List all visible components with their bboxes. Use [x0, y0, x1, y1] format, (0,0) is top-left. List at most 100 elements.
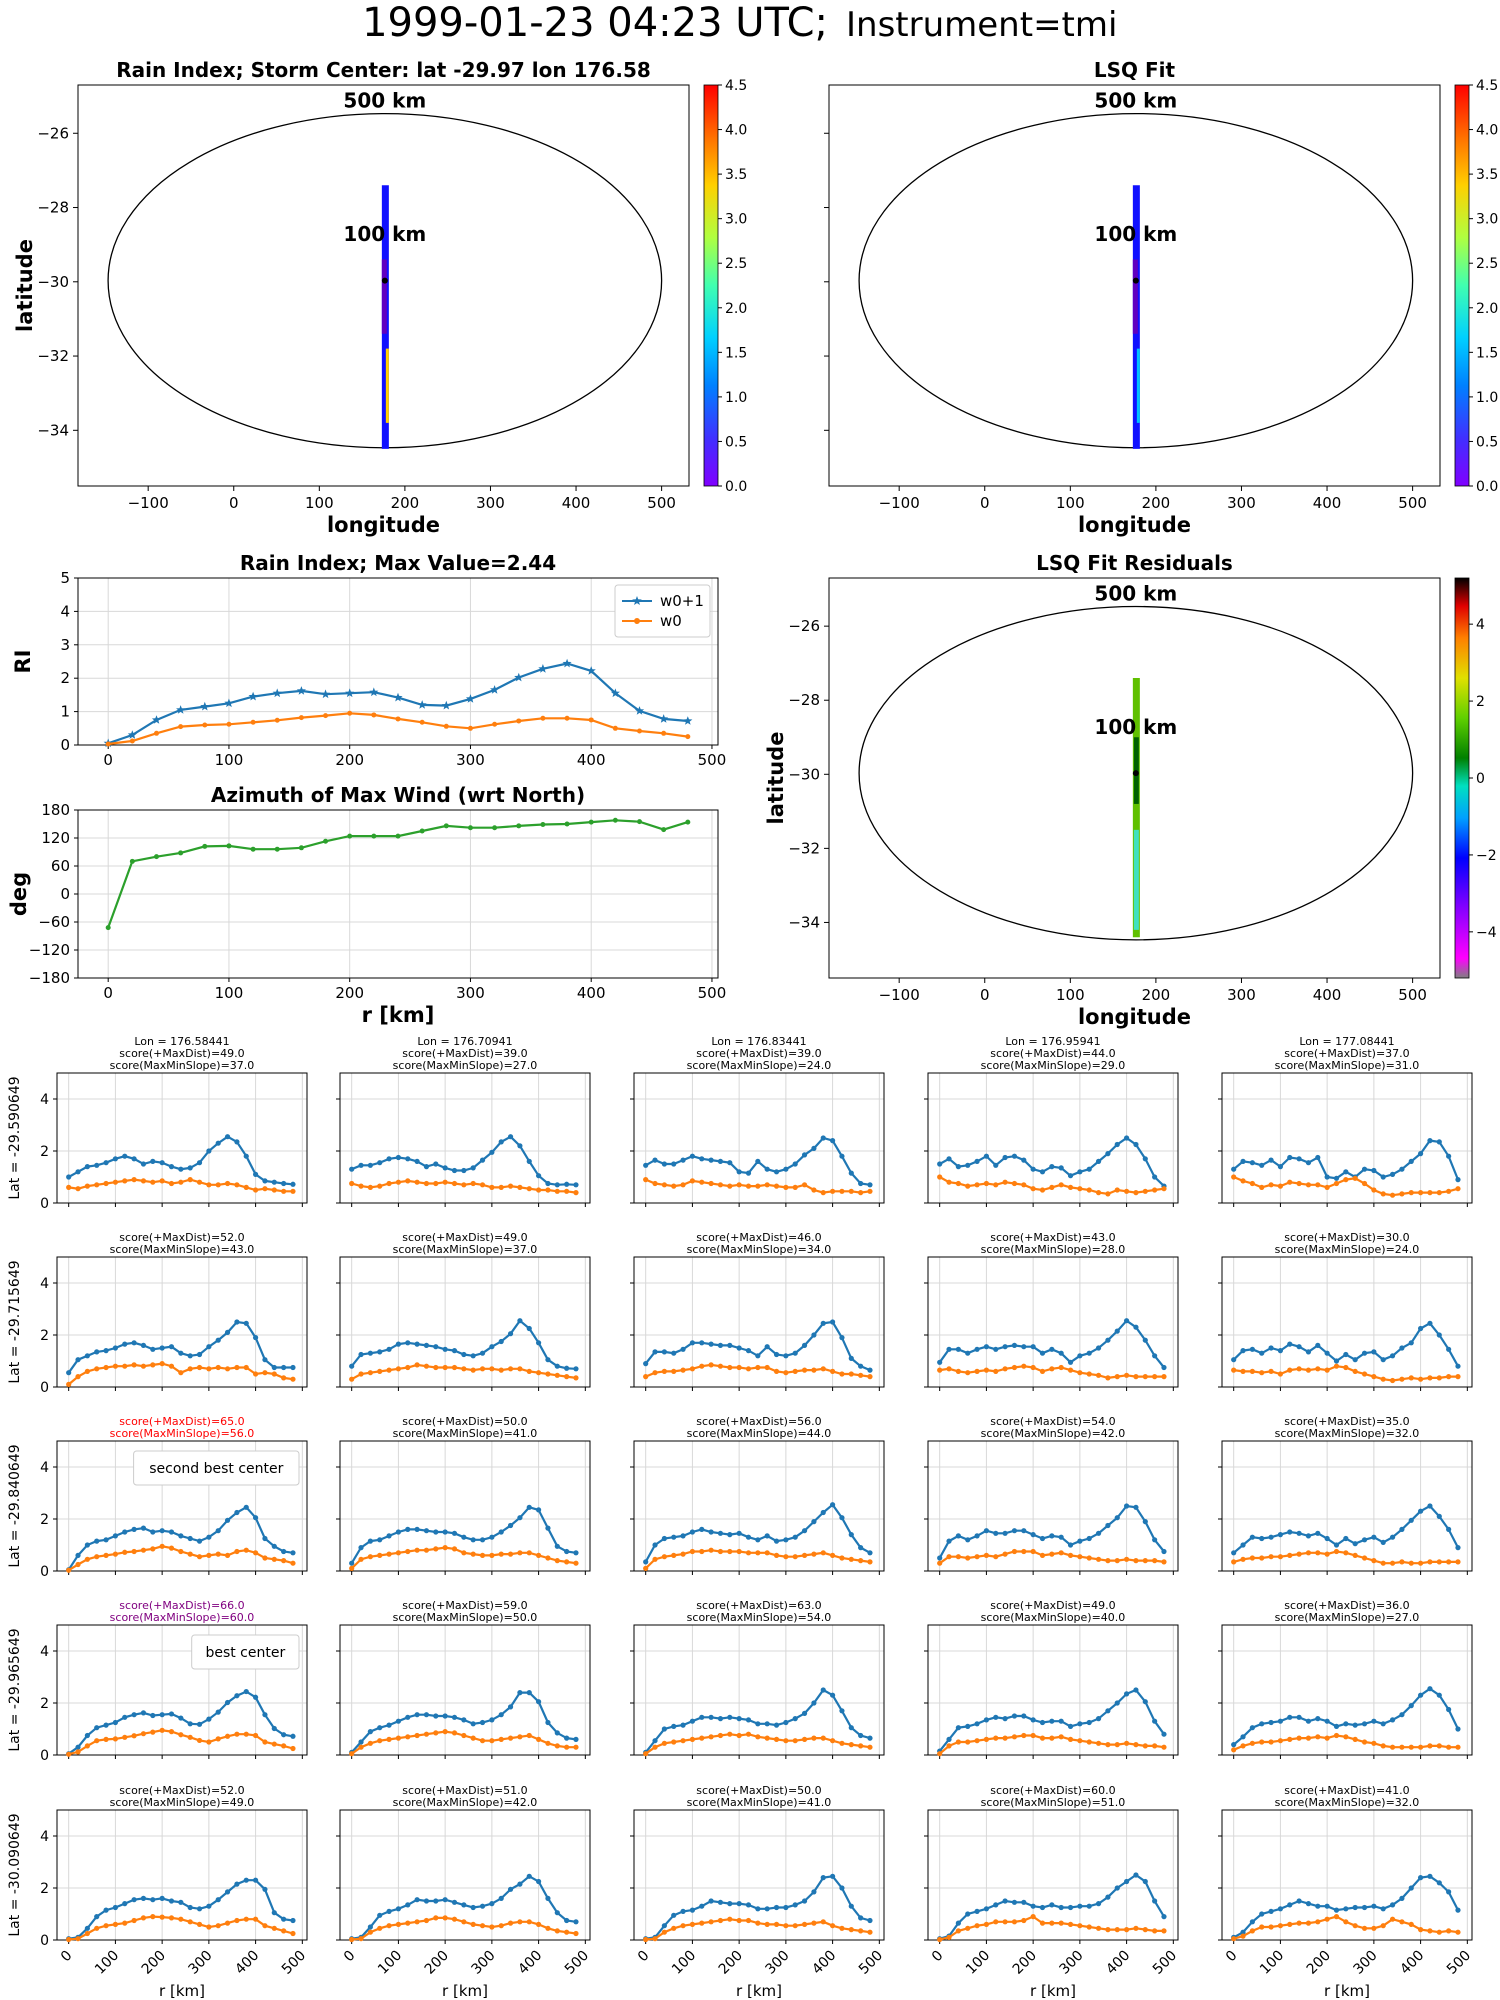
subplot-w0p1-point	[507, 1704, 514, 1710]
subplot-w0-point	[1324, 1551, 1330, 1557]
subplot-w0-point	[358, 1183, 364, 1189]
axes-frame	[1221, 1624, 1473, 1756]
subplot-w0p1-point	[1417, 1875, 1424, 1881]
subplot-w0p1-point	[699, 1714, 705, 1720]
subplot-w0-point	[1105, 1927, 1111, 1933]
colorbar-tick-label: 2.0	[725, 301, 747, 317]
y-tick-label: 5	[60, 569, 70, 587]
subplot-w0p1-point	[1077, 1903, 1083, 1909]
subplot-w0p1-point	[1268, 1534, 1274, 1540]
subplot-w0p1-point	[858, 1545, 864, 1551]
x-tick-label: 0	[103, 984, 113, 1002]
subplot-w0-point	[103, 1180, 109, 1187]
subplot-w0-point	[858, 1190, 864, 1196]
subplot-w0-point	[1231, 1559, 1237, 1565]
subplot-w0p1-point	[867, 1367, 873, 1373]
subplot-w0-point	[1077, 1186, 1083, 1192]
subplot-w0p1-point	[75, 1552, 81, 1558]
subplot-w0-point	[140, 1178, 147, 1184]
azimuth-point	[467, 825, 473, 831]
subplot-w0p1-point	[974, 1346, 980, 1352]
subplot-w0p1-point	[122, 1153, 128, 1159]
subplot-w0-point	[517, 1184, 523, 1190]
subplot-w0-point	[1067, 1921, 1074, 1927]
subplot-w0-point	[755, 1550, 761, 1556]
y-tick-label: 0	[40, 1564, 49, 1580]
subplot-w0p1-point	[461, 1351, 467, 1358]
subplot-w0p1-point	[271, 1725, 277, 1732]
subplot-w0-point	[1133, 1374, 1139, 1380]
subplot-w0p1-point	[196, 1906, 203, 1912]
subplot-w0-point	[1361, 1555, 1368, 1561]
map-title: LSQ Fit	[1094, 58, 1176, 82]
subplot-w0p1-point	[187, 1535, 193, 1542]
ri-w0p1-point	[151, 715, 162, 724]
subplot-w0p1-point	[1315, 1154, 1321, 1161]
subplot-w0p1-point	[727, 1714, 733, 1720]
subplot-w0p1-point	[112, 1156, 119, 1162]
subplot-w0-point	[405, 1734, 411, 1740]
subplot-w0-point	[66, 1184, 72, 1190]
subplot-w0-point	[349, 1180, 355, 1187]
subplot-w0-point	[150, 1914, 156, 1920]
subplot-w0p1-point	[1105, 1894, 1111, 1900]
subplot-w0-point	[643, 1936, 649, 1943]
subplot-w0-point	[848, 1742, 854, 1748]
x-tick-label: 400	[562, 494, 591, 512]
rain-index-ylabel: RI	[11, 650, 35, 674]
axes-frame	[927, 1440, 1179, 1572]
subplot-w0-point	[1049, 1366, 1055, 1372]
subplot-w0-point	[1268, 1739, 1274, 1745]
subplot-w0-point	[867, 1374, 873, 1380]
subplot-w0p1-point	[1259, 1535, 1265, 1542]
ring-100-label: 100 km	[1094, 222, 1177, 246]
subplot-w0p1-point	[839, 1708, 845, 1714]
subplot-w0p1-point	[281, 1364, 287, 1371]
subplot-w0-point	[745, 1550, 752, 1556]
subplot-w0-point	[1371, 1558, 1377, 1564]
subplot-w0p1-point	[1268, 1719, 1274, 1726]
ri-w0p1-point	[393, 692, 403, 702]
subplot-w0-point	[708, 1547, 714, 1553]
subplot-w0-point	[140, 1547, 147, 1553]
subplot-w0-point	[699, 1548, 705, 1555]
subplot-w0-point	[573, 1930, 579, 1937]
subplot-w0p1-point	[489, 1149, 495, 1155]
subplot-w0p1-point	[498, 1338, 504, 1345]
subplot-w0-point	[965, 1739, 971, 1745]
subplot-w0-point	[1114, 1927, 1120, 1933]
subplot-w0p1-point	[367, 1350, 373, 1356]
subplot-w0-point	[1427, 1928, 1433, 1934]
subplot-w0-point	[442, 1729, 448, 1735]
subplot-w0p1-point	[461, 1534, 467, 1540]
colorbar-tick-label: 3.0	[725, 212, 747, 228]
subplot-w0p1-point	[349, 1363, 355, 1369]
x-tick-label: 400	[577, 751, 606, 769]
ri-w0-point	[467, 725, 473, 731]
subplot-w0p1-point	[1371, 1349, 1377, 1355]
subplot-w0p1-point	[461, 1717, 467, 1723]
subplot-w0p1-point	[84, 1353, 90, 1359]
subplot-w0p1-point	[1142, 1699, 1148, 1705]
subplot-w0p1-point	[783, 1904, 789, 1911]
subplot-w0-point	[1049, 1920, 1055, 1926]
subplot-w0-point	[1427, 1190, 1433, 1196]
subplot-score-maxminslope: score(MaxMinSlope)=24.0	[1275, 1243, 1420, 1256]
subplot-r2-c1: score(+MaxDist)=50.0score(MaxMinSlope)=4…	[336, 1415, 591, 1575]
subplot-w0p1-point	[1380, 1721, 1386, 1727]
subplot-w0-point	[262, 1555, 268, 1561]
subplot-w0p1-point	[262, 1357, 268, 1363]
x-tick-label: 0	[103, 751, 113, 769]
colorbar-tick-label: 2	[1476, 694, 1485, 710]
subplot-w0-point	[1123, 1740, 1130, 1746]
storm-center-marker	[381, 277, 388, 284]
azimuth-panel: 0 100 200 300 400 500180120600−60−120−180Azim…	[7, 783, 726, 1027]
x-tick-label: −100	[879, 494, 920, 512]
subplot-w0-point	[764, 1921, 770, 1927]
subplot-w0p1-point	[103, 1348, 109, 1354]
center-annotation-box	[191, 1634, 300, 1670]
subplot-w0p1-point	[1268, 1345, 1274, 1351]
y-tick-label: 0	[60, 736, 70, 754]
subplot-w0-point	[433, 1915, 439, 1921]
